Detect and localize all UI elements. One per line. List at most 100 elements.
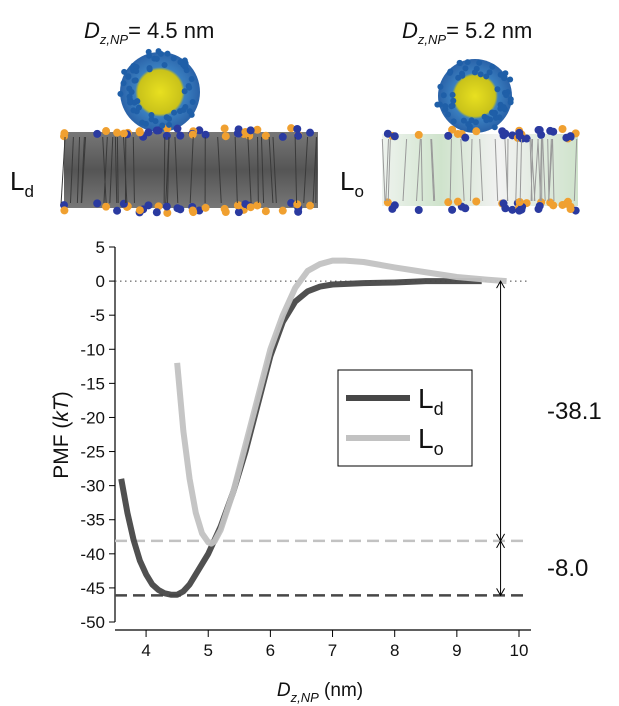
y-axis-label: PMF (kT) — [50, 391, 73, 478]
arrow-head — [496, 280, 506, 289]
lipid-head — [566, 132, 575, 141]
lipid-tail — [234, 136, 238, 204]
ligand — [126, 99, 133, 106]
y-tick-label: -50 — [80, 613, 105, 632]
x-tick-label: 9 — [452, 641, 461, 660]
ligand — [503, 92, 510, 99]
ligand — [471, 69, 478, 76]
lipid-head — [176, 131, 185, 140]
ligand — [497, 71, 504, 78]
y-tick-label: -25 — [80, 443, 105, 462]
lipid-head — [234, 125, 243, 134]
lipid-tail — [247, 136, 252, 204]
lipid-tail — [449, 138, 452, 202]
lipid-head — [113, 206, 122, 215]
ligand — [152, 118, 159, 125]
legend-subscript: o — [434, 439, 444, 459]
ligand — [450, 118, 457, 125]
lipid-head — [119, 129, 128, 138]
y-tick-label: -5 — [90, 306, 105, 325]
lipid-head — [414, 205, 423, 214]
ligand — [183, 67, 190, 74]
ligand — [155, 48, 162, 55]
ligand — [445, 111, 452, 118]
lipid-tail — [69, 136, 74, 204]
lipid-tail — [109, 136, 114, 204]
x-tick-label: 10 — [510, 641, 529, 660]
lipid-tail — [81, 136, 87, 204]
panel-title: Dz,NP= 4.5 nm — [84, 18, 214, 47]
ligand — [148, 111, 155, 118]
lipid-head — [448, 205, 457, 214]
ligand — [489, 63, 496, 70]
lipid-tail — [268, 136, 274, 204]
lipid-tail — [103, 136, 108, 204]
series-line — [174, 257, 507, 547]
ligand — [170, 55, 177, 62]
ligand — [466, 126, 473, 133]
ligand — [459, 72, 466, 79]
lipid-tail — [469, 138, 473, 202]
ligand — [125, 73, 132, 80]
ligand — [442, 103, 449, 110]
lipid-tail — [165, 136, 170, 204]
ligand — [135, 104, 142, 111]
lipid-head — [383, 129, 392, 138]
lipid-tail — [272, 136, 277, 204]
ligand — [128, 89, 135, 96]
ligand — [507, 76, 514, 83]
ligand — [446, 69, 453, 76]
lipid-tail — [533, 138, 539, 202]
ligand — [189, 99, 196, 106]
x-tick-label: 4 — [141, 641, 150, 660]
ligand — [437, 83, 444, 90]
lipid-head — [162, 131, 171, 140]
ligand — [434, 101, 441, 108]
lipid-head — [508, 205, 517, 214]
lipid-head — [293, 200, 302, 209]
membrane-renderings — [60, 48, 580, 217]
lipid-tail — [257, 136, 259, 204]
lipid-tail — [519, 138, 523, 202]
arrow-head — [496, 588, 506, 597]
lipid-tail — [217, 136, 222, 204]
y-tick-label: -20 — [80, 408, 105, 427]
phase-label: Ld — [10, 166, 34, 201]
lipid-tail — [312, 136, 317, 204]
lipid-head — [253, 201, 262, 210]
ligand — [472, 119, 479, 126]
lipid-tail — [431, 138, 436, 202]
ligand — [476, 59, 483, 66]
lipid-tail — [494, 138, 499, 202]
ligand — [166, 121, 173, 128]
y-tick-label: -10 — [80, 340, 105, 359]
lipid-head — [173, 124, 182, 133]
lipid-tail — [547, 138, 550, 202]
x-tick-label: 8 — [390, 641, 399, 660]
lipid-head — [515, 128, 524, 137]
lipid-head — [135, 128, 144, 137]
lipid-tail — [515, 138, 519, 202]
ligand — [456, 59, 463, 66]
lipid-head — [472, 127, 481, 136]
lipid-head — [163, 208, 172, 217]
ligand — [449, 91, 456, 98]
ligand — [159, 122, 166, 129]
ligand — [491, 124, 498, 131]
lipid-head — [444, 198, 453, 207]
ligand — [153, 55, 160, 62]
lipid-head — [566, 205, 575, 214]
lipid-head — [535, 202, 544, 211]
lipid-head — [306, 128, 315, 137]
lipid-head — [515, 198, 524, 207]
y-tick-label: -35 — [80, 511, 105, 530]
lipid-head — [188, 206, 197, 215]
x-tick-label: 7 — [328, 641, 337, 660]
lipid-tail — [163, 136, 166, 204]
y-tick-label: -40 — [80, 545, 105, 564]
ligand — [186, 84, 193, 91]
ligand — [462, 65, 469, 72]
lipid-head — [195, 206, 204, 215]
ligand — [117, 90, 124, 97]
